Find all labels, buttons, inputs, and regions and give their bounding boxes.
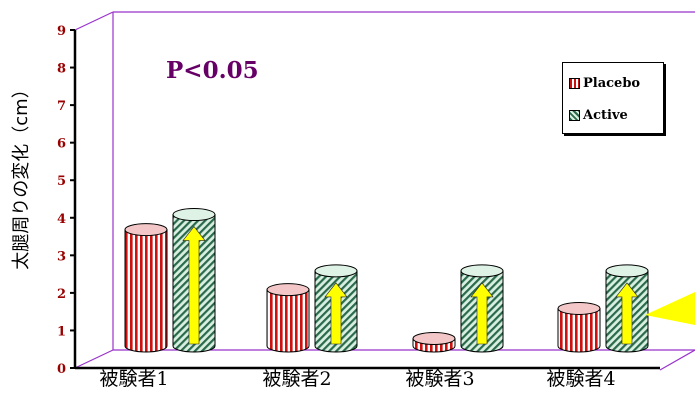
y-tick-label: 1 [57,324,66,339]
y-tick-label: 2 [57,287,66,302]
bar-top [172,208,216,222]
bar-top [124,223,168,237]
bar-placebo-3 [412,331,456,353]
floor-right-edge [659,349,695,371]
floor-left-edge [74,349,114,369]
x-tick-label-1: 被験者1 [99,368,169,390]
bar-top [266,283,310,297]
up-arrow [182,226,206,345]
y-tick-label: 7 [57,99,66,114]
y-axis-label-wrap: 太腿周りの変化（cm） [0,0,40,360]
legend: Placebo Active [562,62,664,134]
bar-placebo-4 [557,301,601,353]
y-tick-label: 4 [57,212,66,227]
pointer-wedge [645,292,695,325]
y-tick-label: 9 [57,24,66,39]
legend-item-placebo: Placebo [569,75,640,91]
y-tick-label: 6 [57,137,66,152]
bar-active-1 [172,208,216,353]
bar-active-3 [460,264,504,353]
bar-top [412,331,456,345]
y-tick-label: 5 [57,174,66,189]
bar-placebo-1 [124,223,168,353]
x-tick-label-4: 被験者4 [546,368,616,390]
y-tick-label: 8 [57,62,66,77]
bar-top [460,264,504,278]
y-axis-label: 太腿周りの変化（cm） [11,80,32,270]
p-value-annotation: P<0.05 [166,57,259,84]
bar-top [557,301,601,315]
bar-active-2 [314,264,358,353]
bar-body [266,289,310,353]
up-arrow [324,282,348,345]
wall-diagonal-top [74,11,114,31]
bar-top [605,264,649,278]
bar-body [557,307,601,353]
legend-item-active: Active [569,107,628,123]
legend-label-active: Active [583,107,628,123]
x-tick-label-2: 被験者2 [262,368,332,390]
y-tick-label: 0 [57,362,66,377]
bar-body [124,229,168,353]
up-arrow [470,282,494,345]
up-arrow [615,282,639,345]
x-tick-label-3: 被験者3 [405,368,475,390]
y-tick-label: 3 [57,249,66,264]
legend-swatch-active [569,109,580,121]
legend-swatch-placebo [569,77,580,89]
bar-active-4 [605,264,649,353]
legend-label-placebo: Placebo [583,75,641,91]
bar-top [314,264,358,278]
bar-placebo-2 [266,283,310,353]
